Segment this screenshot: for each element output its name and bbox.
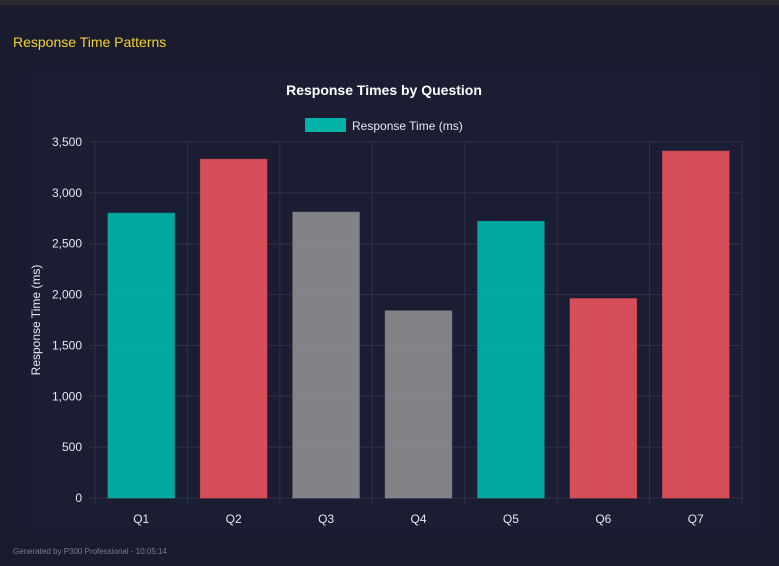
y-tick-label: 500 [62, 440, 82, 454]
y-tick-label: 2,500 [52, 237, 82, 251]
x-tick-label: Q6 [595, 512, 611, 526]
bar-q1 [107, 212, 175, 499]
legend-label: Response Time (ms) [352, 119, 463, 133]
x-tick-label: Q4 [410, 512, 426, 526]
x-tick-label: Q5 [503, 512, 519, 526]
x-tick-label: Q1 [133, 512, 149, 526]
top-bar [0, 0, 779, 5]
section-heading: Response Time Patterns [13, 34, 167, 50]
y-tick-label: 0 [75, 491, 82, 505]
x-tick-label: Q3 [318, 512, 334, 526]
bar-q4 [384, 310, 453, 499]
bar-q3 [292, 211, 360, 499]
footer-text: Generated by P300 Professional - 10:05:1… [13, 547, 167, 556]
y-tick-label: 1,500 [52, 338, 82, 352]
y-tick-label: 1,000 [52, 389, 82, 403]
y-tick-label: 3,500 [52, 135, 82, 149]
chart-title: Response Times by Question [286, 82, 482, 98]
x-tick-label: Q7 [688, 512, 704, 526]
bar-q7 [662, 150, 730, 499]
bar-q6 [569, 298, 638, 499]
y-axis-label: Response Time (ms) [29, 265, 43, 376]
bar-q2 [199, 158, 268, 499]
legend-swatch [305, 118, 346, 132]
x-tick-label: Q2 [226, 512, 242, 526]
y-tick-label: 2,000 [52, 288, 82, 302]
y-tick-label: 3,000 [52, 186, 82, 200]
bar-q5 [477, 220, 545, 499]
